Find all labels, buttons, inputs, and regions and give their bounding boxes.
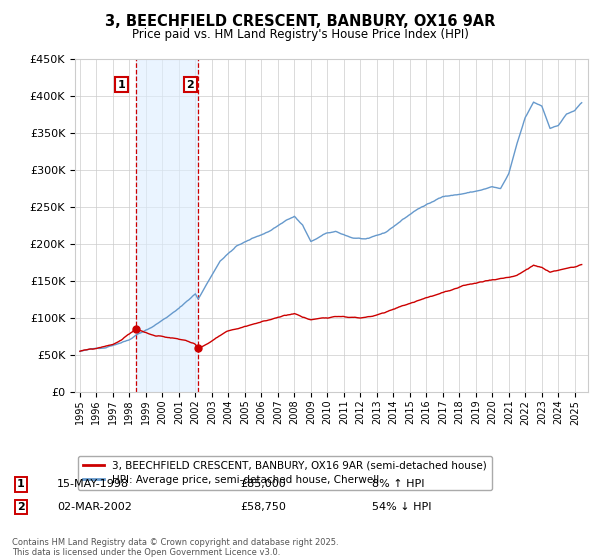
Text: 1: 1 bbox=[118, 80, 125, 90]
Text: £58,750: £58,750 bbox=[240, 502, 286, 512]
Text: 8% ↑ HPI: 8% ↑ HPI bbox=[372, 479, 425, 489]
Text: 1: 1 bbox=[17, 479, 25, 489]
Text: Price paid vs. HM Land Registry's House Price Index (HPI): Price paid vs. HM Land Registry's House … bbox=[131, 28, 469, 41]
Text: 02-MAR-2002: 02-MAR-2002 bbox=[57, 502, 132, 512]
Text: 15-MAY-1998: 15-MAY-1998 bbox=[57, 479, 129, 489]
Legend: 3, BEECHFIELD CRESCENT, BANBURY, OX16 9AR (semi-detached house), HPI: Average pr: 3, BEECHFIELD CRESCENT, BANBURY, OX16 9A… bbox=[77, 455, 492, 490]
Bar bbox=[136, 59, 198, 392]
Text: 2: 2 bbox=[187, 80, 194, 90]
Text: 3, BEECHFIELD CRESCENT, BANBURY, OX16 9AR: 3, BEECHFIELD CRESCENT, BANBURY, OX16 9A… bbox=[105, 14, 495, 29]
Text: 54% ↓ HPI: 54% ↓ HPI bbox=[372, 502, 431, 512]
Text: Contains HM Land Registry data © Crown copyright and database right 2025.
This d: Contains HM Land Registry data © Crown c… bbox=[12, 538, 338, 557]
Text: 2: 2 bbox=[17, 502, 25, 512]
Text: £85,000: £85,000 bbox=[240, 479, 286, 489]
